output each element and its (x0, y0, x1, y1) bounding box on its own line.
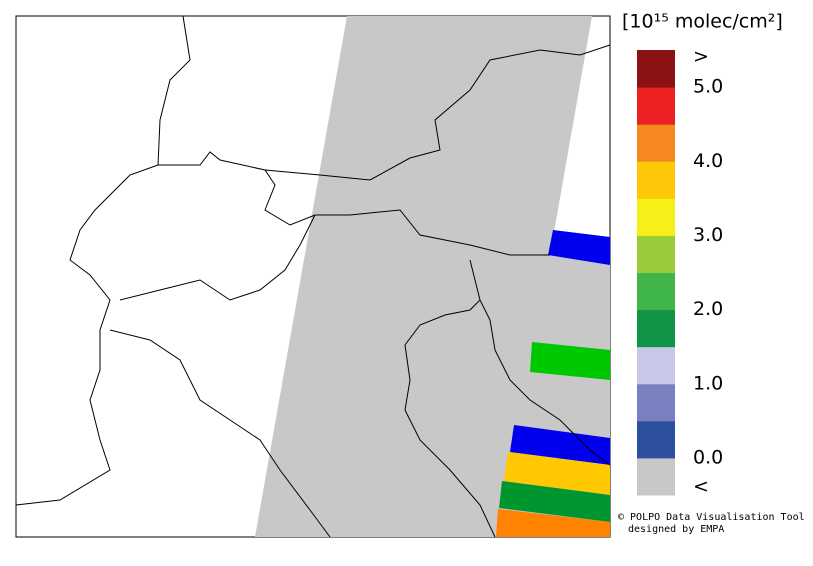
color-bin (637, 309, 675, 348)
pixel (548, 230, 610, 265)
color-bin (637, 124, 675, 162)
pixel (499, 481, 610, 522)
color-bin (637, 457, 675, 496)
below-label: < (693, 476, 709, 498)
pixel (530, 342, 610, 380)
border (119, 214, 316, 301)
above-label: > (693, 46, 709, 68)
coast (404, 259, 496, 538)
swath (255, 16, 610, 537)
tick-label: 5.0 (693, 76, 723, 98)
tick-label: 3.0 (693, 224, 723, 246)
color-bin (637, 272, 675, 311)
pixel (496, 509, 610, 537)
border (15, 15, 191, 506)
tick-label: 4.0 (693, 150, 723, 172)
tick-label: 2.0 (693, 298, 723, 320)
color-bin (637, 420, 675, 459)
credit: © POLPO Data Visualisation Tool (618, 512, 805, 523)
tick-label: 0.0 (693, 446, 723, 468)
colorbar: 0.0 1.0 2.0 3.0 4.0 5.0 (637, 50, 723, 496)
border (158, 151, 550, 256)
coast (479, 299, 611, 466)
tick-label: 1.0 (693, 372, 723, 394)
unit-label: [10¹⁵ molec/cm²] (622, 11, 783, 33)
color-bin (637, 198, 675, 236)
color-bin (637, 346, 675, 385)
credit: designed by EMPA (628, 524, 724, 535)
pixel (504, 452, 610, 495)
map (15, 15, 611, 538)
pixel (510, 425, 610, 465)
color-bin (637, 50, 675, 88)
color-bin (637, 161, 675, 199)
border (109, 329, 331, 538)
color-bin (637, 235, 675, 273)
border (264, 44, 611, 181)
color-bin (637, 87, 675, 125)
color-bin (637, 383, 675, 422)
